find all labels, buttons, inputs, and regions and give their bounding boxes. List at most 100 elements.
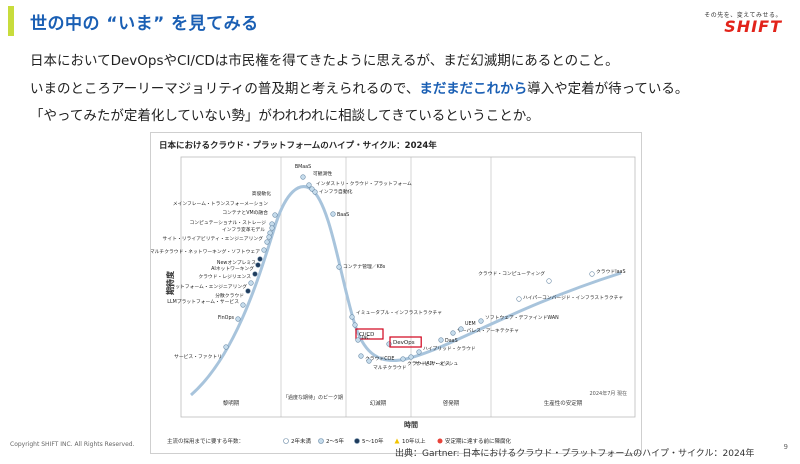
tech-marker-28 [408, 354, 414, 360]
legend-label-0: 2年未満 [291, 437, 311, 445]
tech-marker-18 [312, 189, 318, 195]
page-number: 9 [783, 443, 788, 451]
tech-marker-24 [386, 341, 392, 347]
tech-marker-11 [248, 280, 254, 286]
tech-label-1: BMaaS [295, 164, 311, 170]
tech-label-16: 可観測性 [313, 170, 332, 177]
tech-marker-27 [400, 356, 406, 362]
tech-label-30: DaaS [445, 338, 458, 344]
logo-name: SHIFT [724, 17, 782, 36]
technology-markers: 高俊敏化 BMaaS メインフレーム・トランスフォーメーションコンテナとVMの融合コ… [150, 164, 626, 371]
tech-marker-26 [366, 358, 372, 364]
tech-marker-17 [309, 186, 315, 192]
x-axis-label: 時間 [404, 420, 418, 429]
tech-marker-30 [438, 337, 444, 343]
tech-marker-25 [358, 353, 364, 359]
figure-title: 日本におけるクラウド・プラットフォームのハイプ・サイクル：2024年 [159, 140, 437, 151]
phase-label-4: 啓発期 [443, 399, 460, 407]
date-note: 2024年7月 現在 [590, 390, 628, 397]
tech-marker-6 [264, 239, 270, 245]
legend-label-4: 安定期に達する前に陳腐化 [445, 437, 512, 445]
tech-label-24: DevOps [393, 340, 415, 346]
tech-label-20: コンテナ管理／K8s [343, 263, 386, 270]
tech-label-3: コンテナとVMの融合 [222, 209, 268, 216]
body-line-2-highlight: まだまだこれから [419, 81, 528, 97]
tech-label-34: ハイパーコンバージド・インフラストラクチャ [523, 295, 623, 301]
tech-label-10: クラウド・レジリエンス [198, 273, 251, 280]
tech-label-6: サイト・リライアビリティ・エンジニアリング [163, 235, 264, 242]
tech-label-35: クラウド・コンピューティング [478, 270, 545, 277]
tech-label-21: イミュータブル・インフラストラクチャ [356, 309, 442, 316]
tech-marker-5 [266, 234, 272, 240]
tech-label-25: クラウドCOE [365, 355, 394, 362]
tech-marker-31 [450, 330, 456, 336]
tech-marker-12 [245, 288, 251, 294]
tech-label-2: メインフレーム・トランスフォーメーション [173, 201, 268, 207]
tech-label-12: 分散クラウド [215, 292, 244, 299]
slide-title: 世の中の “いま” を見てみる [30, 14, 259, 34]
tech-marker-10 [252, 271, 258, 277]
tech-label-22: CI/CD [359, 332, 374, 338]
tech-marker-15 [223, 344, 229, 350]
tech-label-0: 高俊敏化 [252, 190, 271, 197]
tech-label-4: コンピュテーショナル・ストレージ [189, 220, 266, 226]
hype-cycle-diagram: 日本におけるクラウド・プラットフォームのハイプ・サイクル：2024年 期待度 2… [150, 140, 636, 445]
legend-prefix: 主流の採用までに要する年数： [167, 437, 244, 445]
tech-marker-13 [240, 302, 246, 308]
tech-label-28: サービス・メッシュ [415, 360, 458, 367]
tech-marker-34 [516, 296, 522, 302]
hype-cycle-figure: 日本におけるクラウド・プラットフォームのハイプ・サイクル：2024年 期待度 2… [150, 132, 642, 454]
tech-marker-35 [546, 278, 552, 284]
logo-tagline: その先を、変えてみせる。 [704, 12, 782, 19]
tech-marker-20 [336, 264, 342, 270]
tech-label-26: マルチクラウド [373, 364, 407, 371]
tech-marker-1 [300, 174, 306, 180]
tech-label-14: FinOps [218, 315, 235, 321]
tech-marker-22 [352, 322, 358, 328]
body-line-1: 日本においてDevOpsやCI/CDは市民権を得てきたように思えるが、まだ幻滅期… [30, 53, 619, 69]
tech-marker-29 [416, 349, 422, 355]
legend-marker-1 [318, 438, 324, 444]
copyright-text: Copyright SHIFT INC. All Rights Reserved… [10, 441, 135, 448]
tech-label-17: インダストリ・クラウド・プラットフォーム [316, 180, 412, 187]
tech-marker-36 [589, 271, 595, 277]
tech-label-31: サーバレス・アーキテクチャ [457, 328, 519, 334]
tech-label-23: IaC [362, 335, 370, 341]
tech-marker-19 [330, 211, 336, 217]
tech-label-24-highlight-box [389, 336, 422, 348]
tech-label-29: ハイブリッド・クラウド [423, 345, 476, 352]
tech-label-15: サービス・ファクトリ [174, 353, 222, 360]
tech-label-19: BaaS [337, 212, 349, 218]
tech-marker-8 [257, 256, 263, 262]
tech-label-27: クラウドAIサービス [407, 360, 450, 367]
tech-label-13: LLMプラットフォーム・サービス [167, 298, 239, 305]
phase-label-2: 「過度な期待」のピーク期 [283, 394, 343, 401]
tech-marker-21 [349, 314, 355, 320]
hype-curve [190, 185, 622, 397]
legend-label-2: 5～10年 [362, 437, 384, 445]
tech-marker-0 [272, 212, 278, 218]
legend-marker-3 [394, 438, 400, 444]
tech-marker-3 [269, 225, 275, 231]
tech-label-9: AIネットワーキング [211, 265, 254, 272]
tech-label-36: クラウドIaaS [596, 268, 626, 275]
tech-label-8: Newオンプレミス [217, 260, 256, 266]
tech-marker-14 [235, 316, 241, 322]
tech-marker-23 [355, 337, 361, 343]
y-axis-label: 期待度 [165, 270, 175, 295]
body-line-2-pre: いまのところアーリーマジョリティの普及期と考えられるので、 [30, 81, 420, 97]
phase-label-3: 幻滅期 [370, 399, 387, 407]
tech-label-22-highlight-box [355, 328, 384, 340]
shift-logo: その先を、変えてみせる。 SHIFT [704, 10, 782, 35]
legend-marker-4 [437, 438, 443, 444]
tech-label-18: インフラ自動化 [319, 188, 353, 195]
legend-label-1: 2～5年 [326, 437, 344, 445]
title-accent-bar [8, 6, 14, 36]
plot-frame [180, 156, 636, 418]
tech-label-7: マルチクラウド・ネットワーキング・ソフトウェア [151, 248, 260, 255]
tech-marker-7 [261, 247, 267, 253]
legend-marker-2 [354, 438, 360, 444]
legend-label-3: 10年以上 [402, 437, 426, 445]
tech-label-11: プラットフォーム・エンジニアリング [166, 283, 248, 290]
legend: 2年未満 2～5年 5～10年 10年以上 安定期に達する前に陳腐化 [283, 437, 512, 445]
